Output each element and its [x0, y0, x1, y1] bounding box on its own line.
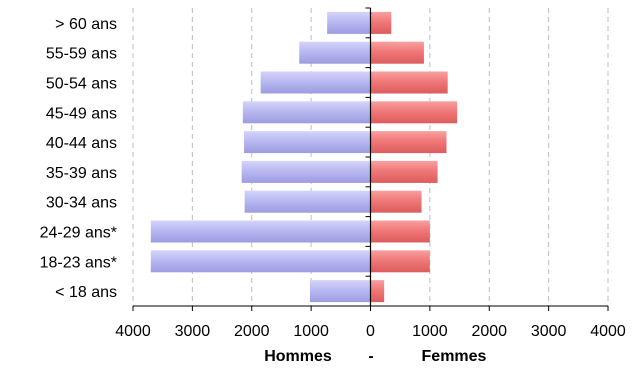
bar-hommes [244, 190, 371, 213]
category-labels: > 60 ans 55-59 ans 50-54 ans 45-49 ans 40-44… [40, 16, 117, 301]
bar-hommes [150, 220, 371, 243]
bar-hommes [150, 250, 371, 273]
x-tick-label: 3000 [531, 323, 567, 340]
bar-femmes [370, 220, 430, 243]
category-label: 50-54 ans [46, 76, 117, 93]
bar-femmes [370, 250, 430, 273]
x-tick-label: 2000 [234, 323, 270, 340]
bar-hommes [241, 160, 371, 183]
bar-femmes [370, 131, 447, 154]
bar-hommes [299, 41, 371, 64]
bar-hommes [242, 101, 371, 124]
bar-hommes [260, 71, 371, 94]
x-axis-title: Hommes - Femmes [264, 348, 486, 365]
category-label: 35-39 ans [46, 165, 117, 182]
x-tick-label: 4000 [590, 323, 626, 340]
bar-femmes [370, 101, 458, 124]
bar-hommes [309, 280, 371, 303]
bar-hommes [244, 131, 371, 154]
category-label: 30-34 ans [46, 195, 117, 212]
x-tick-label: 4000 [115, 323, 151, 340]
category-label: 45-49 ans [46, 105, 117, 122]
category-label: 18-23 ans* [40, 254, 117, 271]
axes [132, 7, 609, 311]
bar-femmes [370, 160, 438, 183]
x-tick-label: 1000 [412, 323, 448, 340]
x-tick-labels: 4000 3000 2000 1000 0 1000 2000 3000 4000 [115, 323, 626, 340]
category-label: > 60 ans [55, 16, 117, 33]
x-tick-label: 1000 [293, 323, 329, 340]
x-tick-label: 0 [366, 323, 375, 340]
bar-femmes [370, 71, 448, 94]
x-axis-title-right: Femmes [422, 348, 487, 365]
category-label: 55-59 ans [46, 46, 117, 63]
bar-femmes [370, 41, 424, 64]
x-tick-label: 3000 [175, 323, 211, 340]
x-axis-title-separator: - [368, 348, 373, 365]
bar-femmes [370, 11, 392, 34]
bars [150, 11, 458, 303]
bar-hommes [327, 11, 371, 34]
x-tick-label: 2000 [471, 323, 507, 340]
x-axis-title-left: Hommes [264, 348, 332, 365]
bar-femmes [370, 190, 422, 213]
bar-femmes [370, 280, 385, 303]
category-label: < 18 ans [55, 284, 117, 301]
category-label: 24-29 ans* [40, 225, 117, 242]
category-label: 40-44 ans [46, 135, 117, 152]
